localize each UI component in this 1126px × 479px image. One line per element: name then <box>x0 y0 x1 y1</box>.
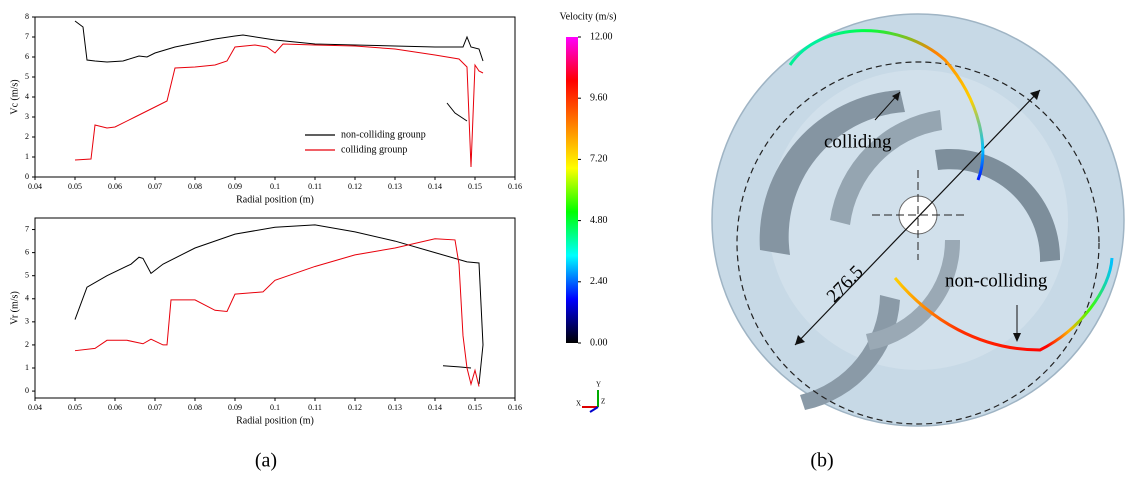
colorbar-tick-label: 12.00 <box>590 31 613 42</box>
axis-z-label: Z <box>601 398 605 406</box>
plot-frame <box>35 218 515 398</box>
x-tick-label: 0.05 <box>68 182 82 191</box>
x-tick-label: 0.1 <box>270 182 280 191</box>
y-tick-label: 3 <box>25 317 29 326</box>
y-tick-label: 6 <box>25 247 29 256</box>
x-tick-label: 0.07 <box>148 403 162 412</box>
axis-x-label: X <box>576 400 581 408</box>
colorbar-tick-label: 2.40 <box>590 276 608 287</box>
panel-label: (b) <box>810 450 833 472</box>
x-tick-label: 0.11 <box>308 182 322 191</box>
x-tick-label: 0.16 <box>508 403 522 412</box>
y-tick-label: 1 <box>25 363 29 372</box>
x-tick-label: 0.06 <box>108 182 122 191</box>
x-tick-label: 0.08 <box>188 182 202 191</box>
x-tick-label: 0.16 <box>508 182 522 191</box>
data-line <box>75 44 483 167</box>
figure: colliding non-colliding 276.5 X Y Z (a) … <box>0 0 1126 479</box>
y-tick-label: 3 <box>25 112 29 121</box>
y-tick-label: 2 <box>25 132 29 141</box>
x-tick-label: 0.11 <box>308 403 322 412</box>
x-tick-label: 0.08 <box>188 403 202 412</box>
y-axis-label: Vc (m/s) <box>9 79 20 114</box>
x-tick-label: 0.05 <box>68 403 82 412</box>
colorbar <box>566 37 578 343</box>
plot-frame <box>35 17 515 177</box>
colorbar-tick-label: 0.00 <box>590 337 608 348</box>
x-tick-label: 0.07 <box>148 182 162 191</box>
x-tick-label: 0.13 <box>388 403 402 412</box>
legend-label: colliding grounp <box>341 144 407 155</box>
y-tick-label: 6 <box>25 52 29 61</box>
x-tick-label: 0.15 <box>468 182 482 191</box>
x-tick-label: 0.09 <box>228 182 242 191</box>
data-line <box>75 21 483 121</box>
panel-label: (a) <box>255 450 277 472</box>
y-tick-label: 2 <box>25 340 29 349</box>
x-tick-label: 0.04 <box>28 182 42 191</box>
colliding-label: colliding <box>824 131 892 152</box>
y-tick-label: 7 <box>25 32 29 41</box>
x-tick-label: 0.09 <box>228 403 242 412</box>
x-tick-label: 0.1 <box>270 403 280 412</box>
y-tick-label: 4 <box>25 92 29 101</box>
y-tick-label: 5 <box>25 271 29 280</box>
colorbar-tick-label: 9.60 <box>590 92 608 103</box>
colorbar-tick-label: 4.80 <box>590 215 608 226</box>
x-tick-label: 0.12 <box>348 182 362 191</box>
non-colliding-label: non-colliding <box>945 270 1048 291</box>
x-tick-label: 0.12 <box>348 403 362 412</box>
y-tick-label: 0 <box>25 386 29 395</box>
legend-label: non-colliding grounp <box>341 129 426 140</box>
y-tick-label: 1 <box>25 152 29 161</box>
data-line <box>75 239 479 387</box>
data-line <box>75 225 483 384</box>
y-tick-label: 0 <box>25 172 29 181</box>
y-tick-label: 4 <box>25 294 29 303</box>
x-tick-label: 0.14 <box>428 182 442 191</box>
y-tick-label: 8 <box>25 12 29 21</box>
y-tick-label: 5 <box>25 72 29 81</box>
axis-triad: X Y Z <box>576 381 605 412</box>
x-axis-label: Radial position (m) <box>236 194 314 205</box>
colorbar-title: Velocity (m/s) <box>560 11 617 22</box>
x-tick-label: 0.15 <box>468 403 482 412</box>
x-tick-label: 0.04 <box>28 403 42 412</box>
colorbar-tick-label: 7.20 <box>590 154 608 165</box>
axis-y-label: Y <box>596 381 601 389</box>
x-tick-label: 0.13 <box>388 182 402 191</box>
x-tick-label: 0.06 <box>108 403 122 412</box>
x-axis-label: Radial position (m) <box>236 415 314 426</box>
impeller-image: colliding non-colliding 276.5 <box>712 14 1124 426</box>
y-axis-label: Vr (m/s) <box>9 291 20 325</box>
y-tick-label: 7 <box>25 224 29 233</box>
x-tick-label: 0.14 <box>428 403 442 412</box>
